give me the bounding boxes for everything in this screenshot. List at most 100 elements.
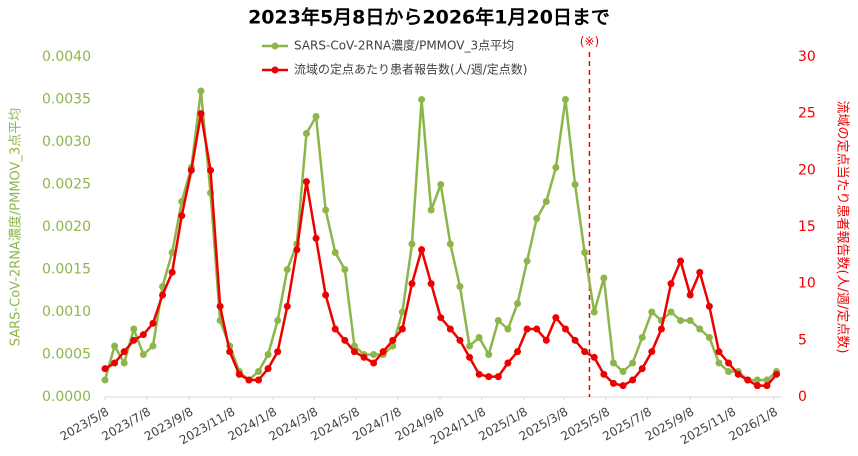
data-point bbox=[552, 314, 560, 322]
data-point bbox=[149, 319, 157, 327]
data-point bbox=[178, 212, 186, 220]
data-point bbox=[629, 359, 637, 367]
data-point bbox=[111, 342, 119, 350]
data-point bbox=[418, 246, 426, 254]
data-point bbox=[130, 336, 138, 344]
data-point bbox=[571, 336, 579, 344]
data-point bbox=[600, 370, 608, 378]
y-tick-label: 0.0025 bbox=[42, 177, 91, 193]
data-point bbox=[523, 257, 531, 265]
data-point bbox=[408, 280, 416, 288]
legend-marker bbox=[271, 42, 279, 50]
data-point bbox=[619, 382, 627, 390]
data-point bbox=[514, 300, 522, 307]
data-point bbox=[197, 87, 205, 95]
y2-tick-label: 30 bbox=[798, 49, 816, 65]
data-point bbox=[581, 348, 589, 356]
data-point bbox=[254, 368, 262, 375]
y2-axis-label: 流域の定点当たり患者報告数(人/週/定点数) bbox=[835, 101, 850, 354]
data-point bbox=[283, 302, 291, 310]
data-point bbox=[744, 376, 752, 384]
data-point bbox=[456, 336, 464, 344]
data-point bbox=[514, 348, 522, 356]
data-point bbox=[207, 166, 215, 174]
data-point bbox=[677, 317, 685, 324]
data-point bbox=[686, 317, 694, 324]
data-point bbox=[101, 365, 109, 373]
data-point bbox=[322, 291, 330, 299]
y-tick-label: 0.0035 bbox=[42, 92, 91, 108]
data-point bbox=[360, 353, 368, 361]
y2-tick-label: 15 bbox=[798, 219, 816, 235]
data-point bbox=[648, 348, 656, 356]
y-tick-label: 0.0015 bbox=[42, 262, 91, 278]
legend-marker bbox=[271, 66, 279, 74]
data-point bbox=[341, 266, 349, 273]
legend-label: SARS-CoV-2RNA濃度/PMMOV_3点平均 bbox=[294, 38, 514, 53]
data-point bbox=[264, 365, 272, 373]
data-point bbox=[667, 280, 675, 288]
y-tick-label: 0.0020 bbox=[42, 219, 91, 235]
data-point bbox=[235, 370, 243, 378]
y2-tick-label: 25 bbox=[798, 106, 816, 122]
data-point bbox=[504, 359, 512, 367]
data-point bbox=[389, 336, 397, 344]
data-point bbox=[725, 368, 733, 375]
data-point bbox=[609, 359, 617, 367]
data-point bbox=[763, 382, 771, 390]
data-point bbox=[715, 359, 723, 367]
data-point bbox=[331, 249, 339, 256]
data-point bbox=[245, 376, 253, 384]
data-point bbox=[322, 206, 330, 214]
data-point bbox=[264, 351, 272, 358]
data-point bbox=[341, 336, 349, 344]
data-point bbox=[494, 317, 502, 324]
y2-tick-label: 10 bbox=[798, 276, 816, 292]
data-point bbox=[149, 342, 157, 350]
data-point bbox=[437, 181, 445, 188]
data-point bbox=[293, 246, 301, 254]
data-point bbox=[648, 308, 656, 316]
data-point bbox=[773, 370, 781, 378]
data-point bbox=[130, 325, 138, 333]
data-point bbox=[139, 331, 147, 339]
data-point bbox=[168, 268, 176, 276]
data-point bbox=[466, 342, 474, 350]
data-point bbox=[696, 268, 704, 276]
data-point bbox=[734, 370, 742, 378]
data-point bbox=[542, 198, 550, 205]
data-point bbox=[561, 325, 569, 333]
data-point bbox=[705, 302, 713, 310]
data-point bbox=[408, 240, 416, 248]
data-point bbox=[427, 206, 435, 214]
data-point bbox=[619, 368, 627, 375]
data-point bbox=[725, 359, 733, 367]
data-point bbox=[542, 336, 550, 344]
data-point bbox=[600, 274, 608, 282]
data-point bbox=[657, 325, 665, 333]
data-point bbox=[370, 359, 378, 367]
data-point bbox=[437, 314, 445, 322]
y-tick-label: 0.0000 bbox=[42, 389, 91, 405]
data-point bbox=[398, 325, 406, 333]
data-point bbox=[475, 334, 483, 341]
y-tick-label: 0.0030 bbox=[42, 134, 91, 150]
data-point bbox=[456, 283, 464, 290]
series-line bbox=[103, 89, 778, 382]
data-point bbox=[398, 308, 406, 316]
data-point bbox=[571, 181, 579, 188]
data-point bbox=[274, 317, 282, 324]
data-point bbox=[101, 376, 109, 384]
data-point bbox=[715, 348, 723, 356]
data-point bbox=[485, 351, 493, 358]
data-point bbox=[753, 382, 761, 390]
data-point bbox=[494, 373, 502, 381]
chart-title: 2023年5月8日から2026年1月20日まで bbox=[248, 6, 610, 29]
data-point bbox=[590, 308, 598, 316]
data-point bbox=[686, 291, 694, 299]
data-point bbox=[523, 325, 531, 333]
data-point bbox=[283, 266, 291, 273]
data-point bbox=[466, 353, 474, 361]
data-point bbox=[561, 96, 569, 103]
